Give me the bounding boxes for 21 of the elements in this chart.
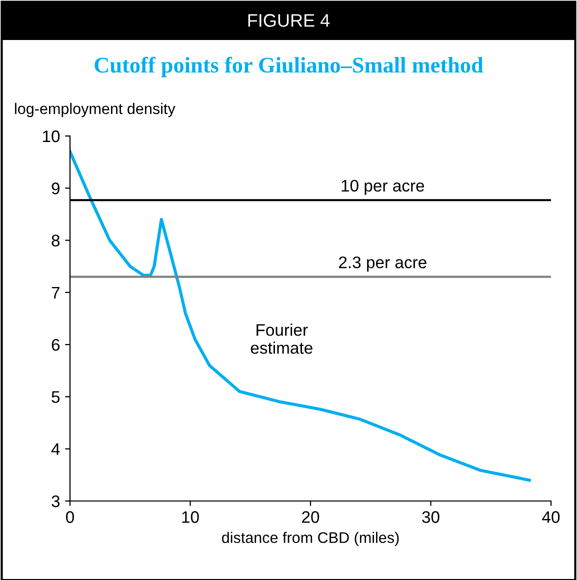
x-tick-label: 0 bbox=[66, 511, 74, 523]
ref-line-label: 10 per acre bbox=[342, 180, 424, 195]
y-tick-label: 4 bbox=[51, 443, 60, 455]
x-tick-label: 30 bbox=[422, 511, 440, 523]
x-tick-label: 10 bbox=[182, 511, 199, 523]
y-tick-label: 3 bbox=[52, 495, 60, 508]
y-tick-label: 10 bbox=[43, 130, 60, 142]
x-tick-label: 40 bbox=[542, 511, 560, 523]
y-tick-label: 5 bbox=[52, 391, 60, 403]
line-series bbox=[70, 150, 531, 482]
x-axis-title: distance from CBD (miles) bbox=[222, 532, 399, 546]
y-tick-label: 7 bbox=[52, 287, 60, 298]
annotation: Fourier estimate bbox=[250, 324, 312, 354]
y-tick-label: 8 bbox=[52, 234, 60, 246]
x-tick-label: 20 bbox=[302, 511, 320, 523]
chart-subtitle: FIGURE 4 bbox=[248, 14, 330, 27]
y-tick-label: 9 bbox=[52, 182, 60, 194]
chart-title: Cutoff points for Giuliano–Small method bbox=[94, 56, 484, 78]
y-axis-title: log-employment density bbox=[15, 102, 176, 118]
ref-line-label: 2.3 per acre bbox=[339, 256, 426, 272]
y-tick-label: 6 bbox=[52, 338, 60, 351]
